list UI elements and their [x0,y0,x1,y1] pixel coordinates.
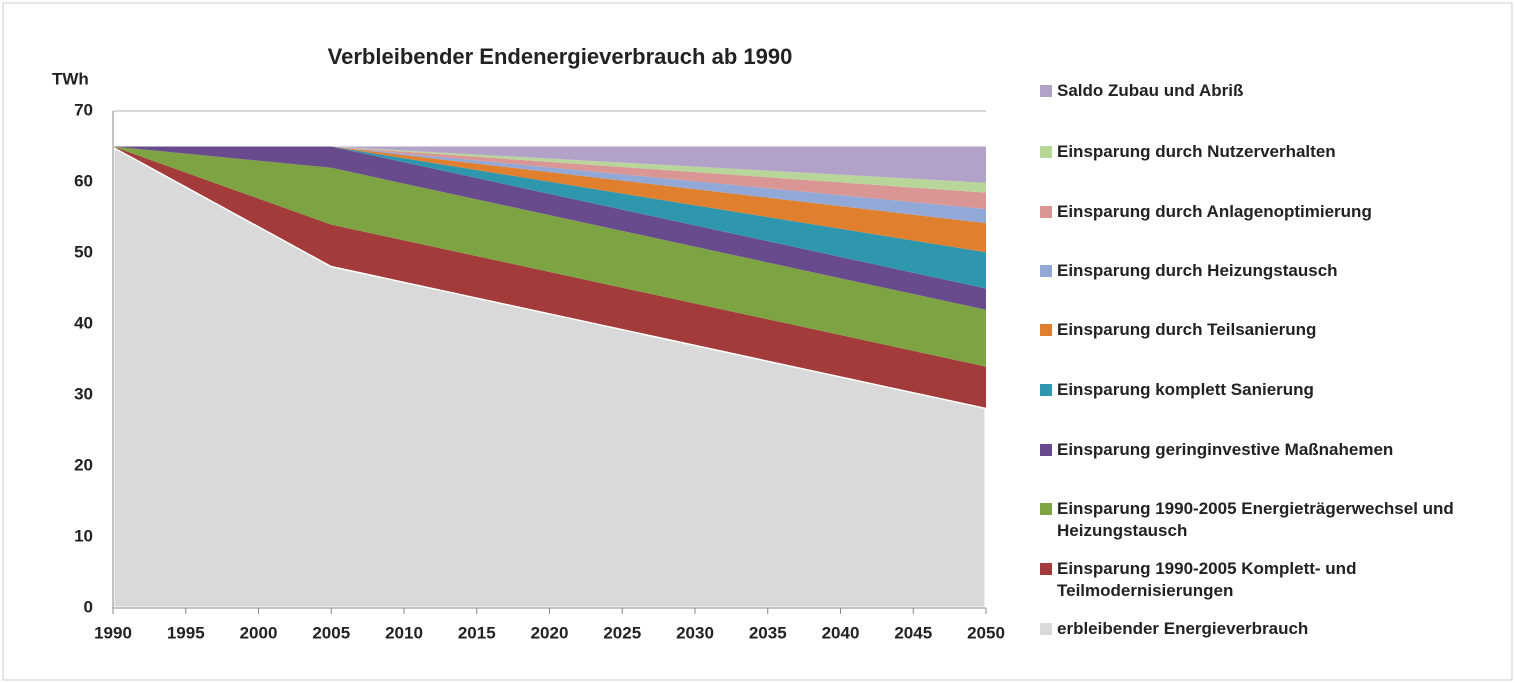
legend-label: Einsparung durch Heizungstausch [1057,261,1338,280]
legend-item: Einsparung komplett Sanierung [1040,379,1510,401]
y-tick-label: 60 [74,171,93,190]
x-tick-label: 2040 [822,623,860,642]
legend-swatch [1040,384,1052,396]
legend-item: Einsparung durch Nutzerverhalten [1040,141,1510,163]
x-tick-label: 2010 [385,623,423,642]
x-tick-label: 2045 [894,623,932,642]
x-tick-label: 2035 [749,623,787,642]
legend-item: Einsparung durch Anlagenoptimierung [1040,201,1510,223]
legend-swatch [1040,324,1052,336]
area [113,146,986,408]
y-tick-label: 30 [74,384,93,403]
area [113,146,986,367]
legend-label: Saldo Zubau und Abriß [1057,81,1244,100]
legend-swatch [1040,444,1052,456]
chart-title: Verbleibender Endenergieverbrauch ab 199… [328,44,793,69]
area [113,146,986,183]
legend-item: Saldo Zubau und Abriß [1040,80,1510,102]
legend-item: Einsparung 1990-2005 Komplett- und Teilm… [1040,558,1510,602]
legend-label: Einsparung durch Nutzerverhalten [1057,142,1336,161]
x-tick-label: 2000 [240,623,278,642]
x-tick-label: 2015 [458,623,496,642]
legend-label: Einsparung geringinvestive Maßnahemen [1057,440,1394,459]
y-tick-label: 10 [74,526,93,545]
x-tick-label: 2020 [531,623,569,642]
y-tick-label: 70 [74,100,93,119]
legend-swatch [1040,146,1052,158]
legend-item: Einsparung geringinvestive Maßnahemen [1040,439,1510,461]
legend-item: Einsparung durch Teilsanierung [1040,319,1510,341]
legend-label: Einsparung 1990-2005 Energieträgerwechse… [1057,499,1454,540]
legend-swatch [1040,206,1052,218]
x-tick-label: 2005 [312,623,350,642]
legend-swatch [1040,85,1052,97]
legend-swatch [1040,265,1052,277]
y-tick-label: 50 [74,242,93,261]
x-tick-label: 1995 [167,623,205,642]
y-tick-label: 0 [84,597,93,616]
legend-swatch [1040,563,1052,575]
legend-label: erbleibender Energieverbrauch [1057,619,1309,638]
legend-label: Einsparung 1990-2005 Komplett- und Teilm… [1057,559,1357,600]
legend-label: Einsparung durch Anlagenoptimierung [1057,202,1372,221]
legend-swatch [1040,623,1052,635]
y-tick-label: 20 [74,455,93,474]
y-tick-label: 40 [74,313,93,332]
x-tick-label: 2025 [603,623,641,642]
legend-item: Einsparung durch Heizungstausch [1040,260,1510,282]
legend-label: Einsparung komplett Sanierung [1057,380,1314,399]
x-tick-label: 2050 [967,623,1005,642]
x-tick-label: 2030 [676,623,714,642]
legend-swatch [1040,503,1052,515]
x-tick-label: 1990 [94,623,132,642]
legend-label: Einsparung durch Teilsanierung [1057,320,1317,339]
y-axis-label: TWh [52,69,89,88]
legend-item: Einsparung 1990-2005 Energieträgerwechse… [1040,498,1510,542]
legend-item: erbleibender Energieverbrauch [1040,618,1510,640]
